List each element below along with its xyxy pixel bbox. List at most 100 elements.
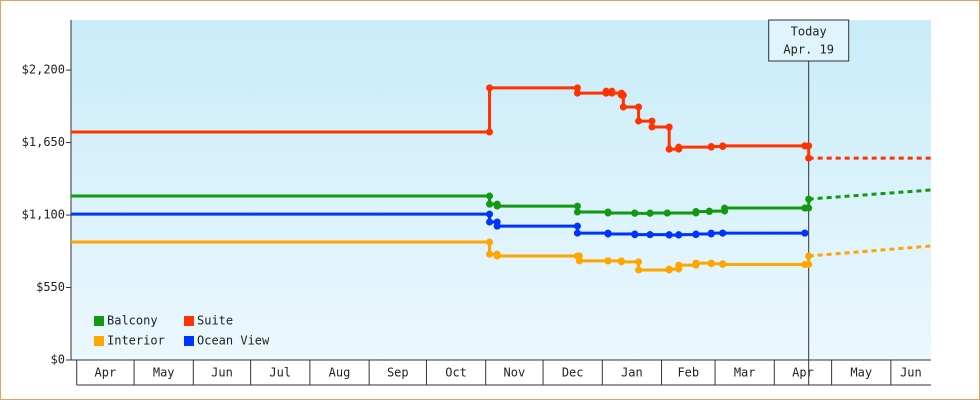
- point-marker: [493, 252, 501, 260]
- plot-area: [71, 20, 931, 360]
- today-label: Apr. 19: [783, 43, 834, 57]
- point-marker: [486, 210, 494, 218]
- point-marker: [692, 259, 700, 267]
- point-marker: [486, 218, 494, 226]
- x-tick-label: Apr: [95, 366, 117, 380]
- point-marker: [675, 231, 683, 239]
- point-marker: [631, 231, 639, 239]
- point-marker: [692, 230, 700, 238]
- point-marker: [573, 84, 581, 92]
- point-marker: [665, 265, 673, 273]
- x-tick-label: Aug: [329, 366, 351, 380]
- point-marker: [573, 222, 581, 230]
- point-marker: [805, 154, 813, 162]
- point-marker: [619, 91, 627, 99]
- x-tick-label: May: [850, 366, 872, 380]
- point-marker: [573, 208, 581, 216]
- legend-label: Ocean View: [197, 334, 270, 348]
- point-marker: [575, 257, 583, 265]
- point-marker: [617, 258, 625, 266]
- point-marker: [604, 209, 612, 217]
- x-tick-label: May: [153, 366, 175, 380]
- legend-swatch: [184, 316, 194, 326]
- point-marker: [635, 266, 643, 274]
- y-tick-label: $2,200: [22, 63, 65, 77]
- y-tick-label: $1,650: [22, 135, 65, 149]
- today-box: [768, 19, 850, 62]
- point-marker: [805, 195, 813, 203]
- point-marker: [486, 250, 494, 258]
- y-tick-label: $1,100: [22, 208, 65, 222]
- point-marker: [573, 229, 581, 237]
- x-tick-label: Jun: [900, 366, 922, 380]
- point-marker: [805, 204, 813, 212]
- point-marker: [486, 192, 494, 200]
- legend-swatch: [94, 336, 104, 346]
- point-marker: [635, 117, 643, 125]
- x-tick-label: Apr: [792, 366, 814, 380]
- today-label: Today: [791, 25, 827, 39]
- x-tick-label: Sep: [387, 366, 409, 380]
- y-tick-label: $550: [36, 280, 65, 294]
- point-marker: [486, 84, 494, 92]
- x-tick-label: Dec: [562, 366, 584, 380]
- x-tick-label: Jun: [211, 366, 233, 380]
- point-marker: [648, 123, 656, 131]
- legend-swatch: [184, 336, 194, 346]
- point-marker: [575, 252, 583, 260]
- series-line: [71, 86, 811, 159]
- point-marker: [707, 229, 715, 237]
- point-marker: [619, 103, 627, 111]
- point-marker: [631, 209, 639, 217]
- point-marker: [493, 202, 501, 210]
- point-marker: [805, 252, 813, 260]
- point-marker: [692, 207, 700, 215]
- point-marker: [635, 258, 643, 266]
- point-marker: [665, 123, 673, 131]
- point-marker: [635, 103, 643, 111]
- point-marker: [602, 87, 610, 95]
- legend-label: Balcony: [107, 314, 158, 328]
- point-marker: [805, 142, 813, 150]
- y-tick-label: $0: [51, 353, 65, 367]
- point-marker: [648, 117, 656, 125]
- point-marker: [719, 142, 727, 150]
- point-marker: [646, 209, 654, 217]
- point-marker: [604, 257, 612, 265]
- point-marker: [675, 143, 683, 151]
- point-marker: [707, 143, 715, 151]
- point-marker: [805, 260, 813, 268]
- point-marker: [486, 128, 494, 136]
- point-marker: [663, 209, 671, 217]
- point-marker: [801, 229, 809, 237]
- x-tick-label: Jul: [269, 366, 291, 380]
- x-tick-label: Oct: [445, 366, 467, 380]
- point-marker: [493, 222, 501, 230]
- legend-label: Interior: [107, 334, 165, 348]
- legend-swatch: [94, 316, 104, 326]
- point-marker: [721, 204, 729, 212]
- point-marker: [705, 207, 713, 215]
- point-marker: [608, 89, 616, 97]
- point-marker: [719, 229, 727, 237]
- x-tick-label: Mar: [734, 366, 756, 380]
- point-marker: [573, 202, 581, 210]
- point-marker: [486, 200, 494, 208]
- forecast-line: [808, 244, 932, 258]
- point-marker: [719, 260, 727, 268]
- point-marker: [707, 260, 715, 268]
- point-marker: [646, 231, 654, 239]
- point-marker: [604, 230, 612, 238]
- x-tick-label: Jan: [621, 366, 643, 380]
- x-tick-label: Nov: [504, 366, 526, 380]
- forecast-line: [808, 188, 932, 201]
- legend-label: Suite: [197, 314, 233, 328]
- point-marker: [573, 89, 581, 97]
- x-tick-label: Feb: [677, 366, 699, 380]
- point-marker: [665, 231, 673, 239]
- point-marker: [665, 145, 673, 153]
- point-marker: [486, 238, 494, 246]
- point-marker: [675, 261, 683, 269]
